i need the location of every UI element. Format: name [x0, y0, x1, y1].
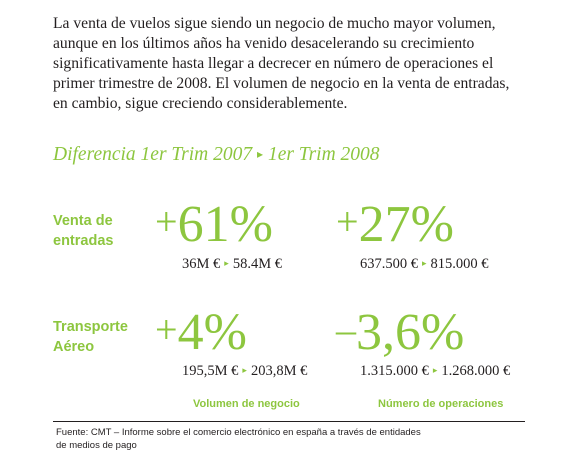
- entradas-volume-value: 61%: [177, 196, 273, 253]
- entradas-operations-to: 815.000 €: [430, 256, 489, 272]
- intro-line: en cambio, sigue creciendo considerablem…: [53, 95, 348, 112]
- entradas-volume-to: 58.4M €: [232, 256, 282, 272]
- intro-paragraph: La venta de vuelos sigue siendo un negoc…: [53, 14, 553, 114]
- column-label-operations: Número de operaciones: [378, 398, 504, 410]
- row-label-transporte-aereo: Transporte Aéreo: [53, 317, 128, 357]
- aereo-volume-percent: +4%: [155, 304, 247, 359]
- aereo-operations-from: 1.315.000 €: [360, 363, 429, 379]
- aereo-operations-to: 1.268.000 €: [441, 363, 511, 379]
- aereo-volume-value: 4%: [177, 304, 247, 361]
- arrow-icon: ▸: [224, 258, 229, 268]
- source-line: de medios de pago: [56, 440, 137, 451]
- arrow-icon: ▸: [422, 258, 427, 268]
- source-line: Fuente: CMT – Informe sobre el comercio …: [56, 427, 421, 438]
- entradas-volume-from: 36M €: [182, 256, 221, 272]
- entradas-volume-percent: +61%: [155, 196, 273, 251]
- aereo-operations-sign: –: [336, 307, 356, 352]
- entradas-operations-percent: +27%: [336, 196, 454, 251]
- row-label-line: Transporte: [53, 319, 128, 335]
- intro-line: aunque en los últimos años ha venido des…: [53, 35, 475, 52]
- arrow-icon: ▸: [432, 365, 438, 375]
- arrow-icon: ▸: [257, 147, 264, 161]
- heading-to: 1er Trim 2008: [267, 144, 380, 165]
- heading-from: Diferencia 1er Trim 2007: [53, 144, 253, 165]
- aereo-volume-range: 195,5M € ▸ 203,8M €: [182, 363, 307, 380]
- entradas-volume-sign: +: [155, 199, 178, 244]
- entradas-volume-range: 36M € ▸ 58.4M €: [182, 256, 282, 273]
- aereo-volume-sign: +: [155, 307, 178, 352]
- entradas-operations-sign: +: [336, 199, 359, 244]
- source-note: Fuente: CMT – Informe sobre el comercio …: [56, 426, 526, 452]
- aereo-volume-from: 195,5M €: [182, 363, 239, 379]
- column-label-volume: Volumen de negocio: [193, 398, 300, 410]
- intro-line: significativamente hasta llegar a decrec…: [53, 55, 494, 72]
- entradas-operations-range: 637.500 € ▸ 815.000 €: [360, 256, 489, 273]
- entradas-operations-value: 27%: [358, 196, 454, 253]
- intro-line: primer trimestre de 2008. El volumen de …: [53, 75, 510, 92]
- aereo-operations-value: 3,6%: [356, 304, 465, 361]
- row-label-line: Venta de: [53, 213, 113, 229]
- divider: [53, 421, 525, 422]
- aereo-operations-range: 1.315.000 € ▸ 1.268.000 €: [360, 363, 510, 380]
- aereo-volume-to: 203,8M €: [250, 363, 308, 379]
- comparison-heading: Diferencia 1er Trim 2007 ▸ 1er Trim 2008: [53, 144, 380, 166]
- row-label-venta-entradas: Venta de entradas: [53, 211, 113, 251]
- row-label-line: entradas: [53, 233, 114, 249]
- entradas-operations-from: 637.500 €: [360, 256, 418, 272]
- aereo-operations-percent: –3,6%: [336, 304, 464, 359]
- intro-line: La venta de vuelos sigue siendo un negoc…: [53, 15, 496, 32]
- row-label-line: Aéreo: [53, 339, 95, 355]
- arrow-icon: ▸: [242, 365, 247, 375]
